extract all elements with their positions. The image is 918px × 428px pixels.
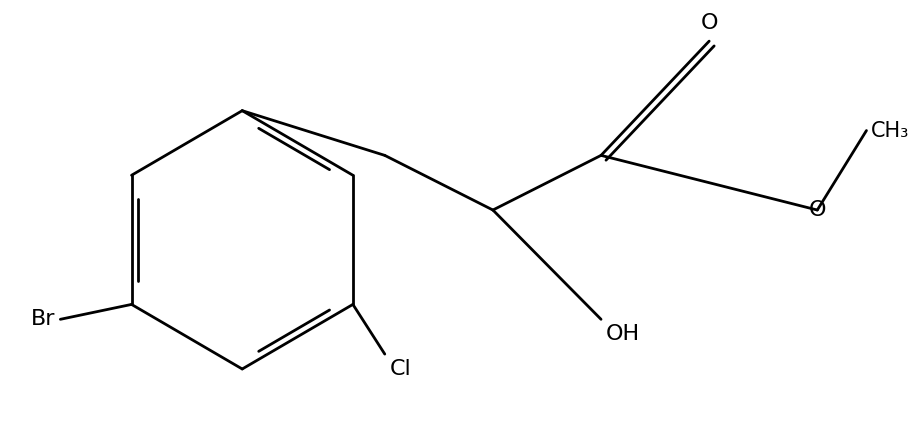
- Text: O: O: [700, 13, 718, 33]
- Text: O: O: [809, 200, 826, 220]
- Text: Cl: Cl: [389, 359, 411, 379]
- Text: CH₃: CH₃: [871, 121, 910, 140]
- Text: OH: OH: [606, 324, 640, 344]
- Text: Br: Br: [31, 309, 55, 329]
